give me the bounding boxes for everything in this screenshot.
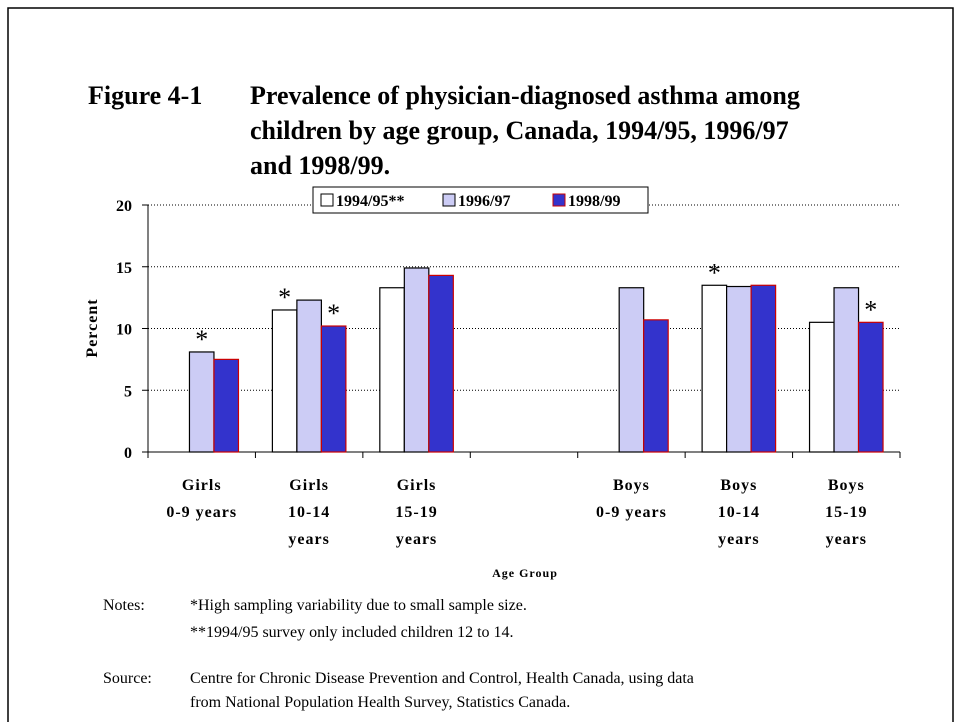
y-tick-label: 15 bbox=[116, 260, 132, 277]
note: *High sampling variability due to small … bbox=[190, 597, 527, 614]
source-label: Source: bbox=[103, 670, 152, 687]
bar bbox=[428, 274, 454, 453]
x-tick-label: years bbox=[718, 531, 759, 548]
legend-swatch bbox=[552, 193, 566, 207]
y-tick-label: 0 bbox=[124, 445, 132, 462]
source: from National Population Health Survey, … bbox=[190, 694, 570, 711]
annotation: * bbox=[708, 258, 721, 287]
legend-label: 1994/95** bbox=[336, 193, 404, 210]
y-tick-label: 20 bbox=[116, 198, 132, 215]
x-tick-label: years bbox=[826, 531, 867, 548]
bar bbox=[188, 351, 215, 453]
bar bbox=[379, 287, 405, 453]
annotation: * bbox=[278, 283, 291, 312]
bar bbox=[750, 284, 777, 453]
bar bbox=[296, 299, 322, 453]
x-tick-label: years bbox=[288, 531, 329, 548]
x-tick-label: 10-14 bbox=[718, 504, 760, 521]
y-tick-label: 10 bbox=[116, 322, 132, 339]
bar bbox=[320, 325, 347, 453]
figure-label: Figure 4-1 bbox=[88, 81, 202, 110]
x-tick-label: Girls bbox=[397, 477, 437, 494]
frame bbox=[7, 7, 954, 722]
bar bbox=[808, 321, 835, 453]
notes-label: Notes: bbox=[103, 597, 145, 614]
x-tick-label: 0-9 years bbox=[596, 504, 667, 521]
annotation: * bbox=[864, 295, 877, 324]
legend-swatch bbox=[442, 193, 456, 207]
x-tick-label: years bbox=[396, 531, 437, 548]
bar bbox=[701, 284, 728, 453]
annotation: * bbox=[327, 299, 340, 328]
x-tick-label: Girls bbox=[289, 477, 329, 494]
legend-label: 1996/97 bbox=[458, 193, 510, 210]
bar bbox=[618, 287, 645, 453]
source: Centre for Chronic Disease Prevention an… bbox=[190, 670, 694, 687]
bar bbox=[643, 319, 669, 453]
legend-swatch bbox=[320, 193, 334, 207]
annotation: * bbox=[195, 325, 208, 354]
x-tick-label: 0-9 years bbox=[166, 504, 237, 521]
x-tick-label: 15-19 bbox=[825, 504, 867, 521]
x-tick-label: Boys bbox=[613, 477, 650, 494]
x-axis-label: Age Group bbox=[492, 566, 558, 580]
bar bbox=[857, 321, 884, 453]
bar bbox=[726, 285, 752, 453]
x-tick-label: 15-19 bbox=[395, 504, 437, 521]
chart-title: and 1998/99. bbox=[250, 151, 390, 180]
legend-box bbox=[312, 186, 649, 214]
bar bbox=[213, 358, 240, 453]
x-tick-label: Boys bbox=[720, 477, 757, 494]
x-tick-label: Boys bbox=[828, 477, 865, 494]
legend-label: 1998/99 bbox=[568, 193, 620, 210]
bar bbox=[403, 267, 430, 453]
note: **1994/95 survey only included children … bbox=[190, 624, 514, 641]
chart-title: children by age group, Canada, 1994/95, … bbox=[250, 116, 789, 145]
bar bbox=[833, 287, 860, 453]
bar bbox=[271, 309, 298, 453]
x-tick-label: 10-14 bbox=[288, 504, 330, 521]
y-axis-label: Percent bbox=[84, 298, 101, 357]
x-tick-label: Girls bbox=[182, 477, 222, 494]
chart-title: Prevalence of physician-diagnosed asthma… bbox=[250, 81, 800, 110]
y-tick-label: 5 bbox=[124, 383, 132, 400]
